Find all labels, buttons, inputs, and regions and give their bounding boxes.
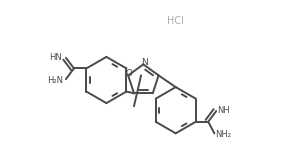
Text: H₂N: H₂N xyxy=(47,76,63,84)
Text: N: N xyxy=(141,58,148,67)
Text: O: O xyxy=(125,69,132,78)
Text: HCl: HCl xyxy=(167,16,184,26)
Text: NH₂: NH₂ xyxy=(215,130,231,139)
Text: HN: HN xyxy=(50,53,62,62)
Text: NH: NH xyxy=(217,106,230,115)
